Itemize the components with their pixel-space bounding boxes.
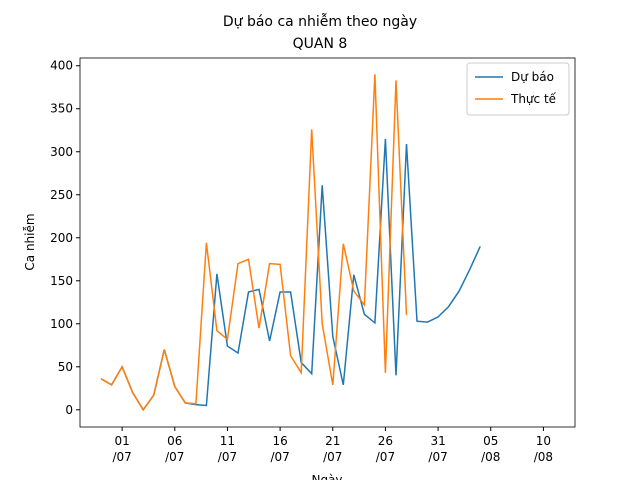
x-tick-label-line: /07 — [428, 450, 447, 464]
y-tick-label: 100 — [50, 317, 73, 331]
x-tick-label-line: 31 — [430, 434, 445, 448]
x-tick-label: 16/07 — [270, 434, 289, 464]
y-tick-label: 250 — [50, 188, 73, 202]
x-tick-label: 11/07 — [218, 434, 237, 464]
x-tick-label-line: 11 — [220, 434, 235, 448]
x-tick-label: 05/08 — [481, 434, 500, 464]
x-tick-label: 06/07 — [165, 434, 184, 464]
x-tick-label-line: 16 — [272, 434, 287, 448]
x-tick-label-line: 06 — [167, 434, 182, 448]
y-axis-label: Ca nhiễm — [23, 213, 37, 270]
y-tick-label: 0 — [65, 403, 73, 417]
y-tick-label: 400 — [50, 59, 73, 73]
x-tick-label-line: /08 — [481, 450, 500, 464]
chart-subtitle: QUAN 8 — [293, 36, 348, 52]
x-tick-label-line: /07 — [218, 450, 237, 464]
x-tick-label-line: /07 — [165, 450, 184, 464]
x-tick-label-line: 10 — [536, 434, 551, 448]
y-tick-label: 350 — [50, 102, 73, 116]
legend-label: Thực tế — [510, 92, 557, 106]
x-tick-label: 26/07 — [376, 434, 395, 464]
chart-title: Dự báo ca nhiễm theo ngày — [223, 13, 417, 30]
x-tick-label-line: /07 — [112, 450, 131, 464]
legend-label: Dự báo — [511, 70, 554, 84]
x-tick-label-line: /07 — [376, 450, 395, 464]
y-tick-label: 50 — [58, 360, 73, 374]
x-tick-label: 10/08 — [534, 434, 553, 464]
x-tick-label: 31/07 — [428, 434, 447, 464]
y-tick-label: 200 — [50, 231, 73, 245]
x-tick-label-line: 05 — [483, 434, 498, 448]
x-tick-label-line: /08 — [534, 450, 553, 464]
x-tick-label-line: 21 — [325, 434, 340, 448]
plot-frame — [79, 57, 576, 428]
legend-box — [466, 62, 570, 116]
x-tick-label: 21/07 — [323, 434, 342, 464]
x-tick-label-line: 01 — [114, 434, 129, 448]
x-tick-label-line: /07 — [270, 450, 289, 464]
x-tick-label-line: /07 — [323, 450, 342, 464]
series-line — [100, 74, 408, 412]
x-axis-label: Ngày — [311, 473, 342, 480]
y-tick-label: 150 — [50, 274, 73, 288]
x-tick-label-line: 26 — [378, 434, 393, 448]
y-tick-label: 300 — [50, 145, 73, 159]
x-tick-label: 01/07 — [112, 434, 131, 464]
